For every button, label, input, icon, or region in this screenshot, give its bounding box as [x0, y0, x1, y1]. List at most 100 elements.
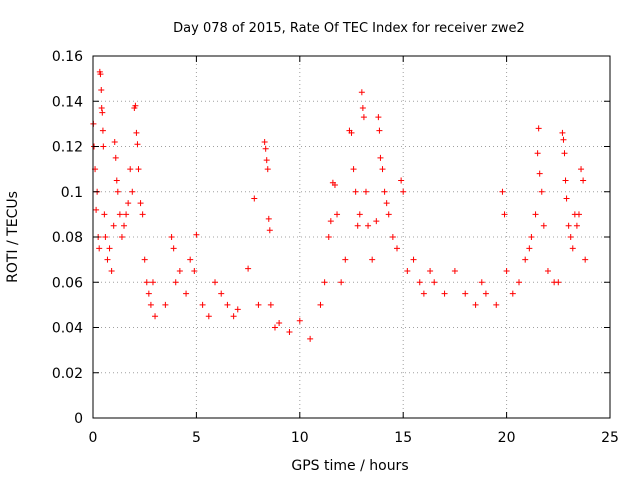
data-point [112, 154, 119, 161]
data-point [271, 324, 278, 331]
data-point [121, 222, 128, 229]
x-tick-label: 15 [394, 430, 412, 446]
x-tick-label: 5 [192, 430, 201, 446]
x-axis-label: GPS time / hours [291, 458, 408, 474]
data-point [162, 301, 169, 308]
data-point [331, 181, 338, 188]
data-point [358, 89, 365, 96]
x-tick-labels: 0 5 10 15 20 25 [89, 430, 619, 446]
data-point [98, 105, 105, 112]
data-point [104, 256, 111, 263]
data-point [354, 222, 361, 229]
data-point [359, 105, 366, 112]
data-point [462, 290, 469, 297]
data-point [499, 188, 506, 195]
data-point [139, 211, 146, 218]
data-point [561, 150, 568, 157]
data-point [342, 256, 349, 263]
data-point [264, 166, 271, 173]
data-point [218, 290, 225, 297]
data-point [516, 279, 523, 286]
data-point [385, 211, 392, 218]
data-point [183, 290, 190, 297]
data-point [375, 114, 382, 121]
x-tick-label: 20 [498, 430, 516, 446]
y-tick-label: 0.04 [52, 321, 83, 337]
data-point [137, 200, 144, 207]
data-point [199, 301, 206, 308]
data-point [261, 138, 268, 145]
data-point [134, 141, 141, 148]
data-point [97, 71, 104, 78]
y-tick-label: 0.02 [52, 366, 83, 382]
data-point [493, 301, 500, 308]
data-point [540, 222, 547, 229]
data-point [575, 211, 582, 218]
data-point [116, 211, 123, 218]
data-point [528, 234, 535, 240]
axis-ticks [92, 55, 611, 419]
data-point [532, 211, 539, 218]
data-point [544, 267, 551, 274]
data-point [451, 267, 458, 274]
data-point [255, 301, 262, 308]
data-point [578, 166, 585, 173]
data-point [118, 234, 125, 240]
data-point [538, 188, 545, 195]
y-tick-labels: 0 0.02 0.04 0.06 0.08 0.1 0.12 0.14 0.16 [52, 49, 83, 427]
data-point [125, 200, 132, 207]
data-point [377, 154, 384, 161]
data-point [379, 166, 386, 173]
data-point [569, 245, 576, 252]
data-point [114, 188, 121, 195]
data-point [535, 125, 542, 132]
data-point [102, 234, 109, 240]
y-tick-label: 0.08 [52, 230, 83, 246]
data-point [93, 206, 100, 213]
data-point [350, 166, 357, 173]
data-point [563, 195, 570, 202]
data-point [176, 267, 183, 274]
y-tick-label: 0.14 [52, 94, 83, 110]
data-point [573, 222, 580, 229]
data-point [478, 279, 485, 286]
data-point [251, 195, 258, 202]
data-point [224, 301, 231, 308]
data-point [307, 335, 314, 342]
data-point [555, 279, 562, 286]
data-point [296, 317, 303, 324]
data-point [317, 301, 324, 308]
data-point [212, 279, 219, 286]
data-point [503, 267, 510, 274]
data-point [534, 150, 541, 157]
data-point [389, 234, 396, 240]
data-point [526, 245, 533, 252]
data-point [580, 177, 587, 184]
y-tick-label: 0.1 [61, 185, 83, 201]
data-point [383, 200, 390, 207]
data-point [325, 234, 332, 240]
data-point [393, 245, 400, 252]
data-point [482, 290, 489, 297]
data-point [334, 211, 341, 218]
data-point [129, 188, 136, 195]
data-point [123, 211, 130, 218]
data-point [431, 279, 438, 286]
data-point [147, 301, 154, 308]
data-point [321, 279, 328, 286]
chart-title: Day 078 of 2015, Rate Of TEC Index for r… [173, 21, 525, 36]
data-point [132, 102, 139, 109]
y-tick-label: 0.16 [52, 49, 83, 65]
data-point [111, 138, 118, 145]
x-tick-label: 0 [89, 430, 98, 446]
data-point [98, 86, 105, 93]
data-point [187, 256, 194, 263]
data-point [108, 267, 115, 274]
data-point [582, 256, 589, 263]
data-point [400, 188, 407, 195]
data-point [135, 166, 142, 173]
data-point [145, 290, 152, 297]
data-point [127, 166, 134, 173]
data-point [262, 145, 269, 152]
